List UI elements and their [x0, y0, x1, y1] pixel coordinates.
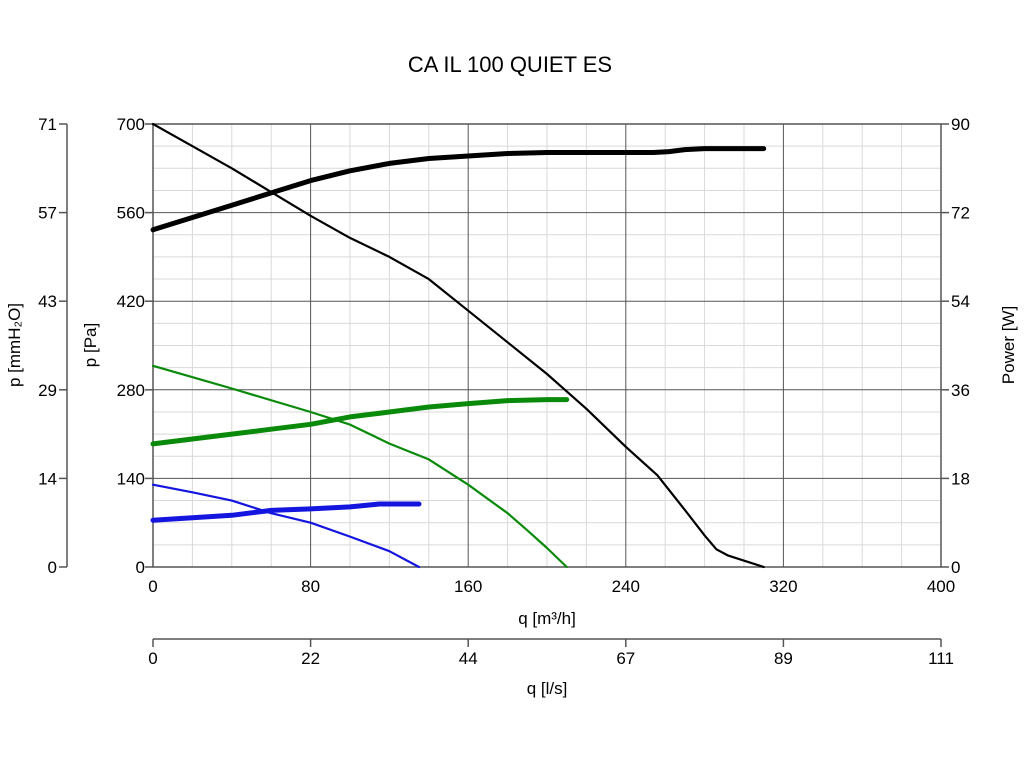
x-axis-label: q [m³/h] [518, 609, 576, 628]
chart-title: CA IL 100 QUIET ES [408, 52, 612, 77]
y2-tick-label: 57 [38, 204, 57, 223]
plot-frame [152, 123, 942, 568]
y3-tick-label: 18 [951, 469, 970, 488]
y2-tick-label: 0 [48, 558, 57, 577]
y-tick-label: 420 [117, 292, 145, 311]
y-tick-label: 280 [117, 381, 145, 400]
y3-tick-label: 90 [951, 115, 970, 134]
y3-tick-label: 0 [951, 558, 960, 577]
y3-tick-label: 72 [951, 204, 970, 223]
x2-axis-label: q [l/s] [527, 679, 568, 698]
x2-tick-label: 111 [928, 649, 954, 668]
y-tick-label: 140 [117, 469, 145, 488]
x2-tick-label: 22 [301, 649, 320, 668]
medium-speed-pressure-curve [151, 364, 568, 569]
y-tick-label: 700 [117, 115, 145, 134]
x-tick-label: 240 [612, 577, 640, 596]
y2-tick-label: 14 [38, 469, 57, 488]
flow-ls-axis: 0 22 44 67 89 111 [148, 638, 954, 668]
power-axis: 0 18 36 54 72 90 [941, 115, 970, 577]
y2-tick-label: 43 [38, 292, 57, 311]
y2-axis-label: p [mmH₂O] [5, 303, 24, 387]
high-speed-pressure-curve [151, 122, 765, 569]
y2-tick-label: 71 [38, 115, 57, 134]
x-tick-label: 80 [301, 577, 320, 596]
low-speed-pressure-curve [151, 483, 421, 569]
pressure-mmh2o-axis: 0 14 29 43 57 71 [38, 115, 68, 577]
x2-tick-label: 44 [459, 649, 478, 668]
minor-grid [153, 124, 941, 567]
x-tick-label: 400 [927, 577, 955, 596]
flow-m3h-axis: 0 80 160 240 320 400 [148, 577, 955, 596]
x2-tick-label: 89 [774, 649, 793, 668]
y-axis-label: p [Pa] [81, 323, 100, 367]
high-speed-power-curve [150, 146, 767, 233]
medium-speed-power-curve [150, 397, 570, 447]
low-speed-power-curve [150, 501, 422, 523]
pressure-pa-axis: 0 140 280 420 560 700 [117, 115, 153, 577]
major-grid [153, 124, 941, 567]
x2-tick-label: 67 [616, 649, 635, 668]
x-tick-label: 0 [148, 577, 157, 596]
y-tick-label: 560 [117, 204, 145, 223]
x-tick-label: 160 [454, 577, 482, 596]
curves [150, 122, 767, 569]
y-tick-label: 0 [136, 558, 145, 577]
y3-axis-label: Power [W] [999, 306, 1018, 384]
x2-tick-label: 0 [148, 649, 157, 668]
x-tick-label: 320 [769, 577, 797, 596]
y2-tick-label: 29 [38, 381, 57, 400]
y3-tick-label: 36 [951, 381, 970, 400]
y3-tick-label: 54 [951, 292, 970, 311]
